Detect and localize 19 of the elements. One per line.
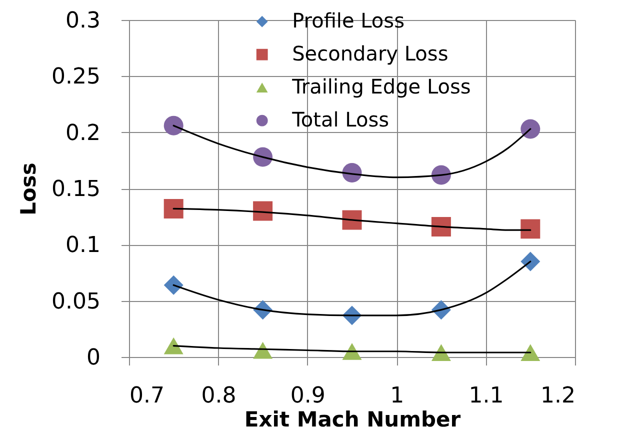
x-axis-title: Exit Mach Number (244, 408, 462, 432)
legend-label: Secondary Loss (292, 42, 448, 66)
legend-label: Total Loss (291, 108, 390, 132)
legend-label: Trailing Edge Loss (291, 74, 471, 99)
y-tick-label: 0.2 (66, 120, 100, 146)
x-tick-label: 1.1 (468, 384, 504, 408)
y-tick-label: 0 (86, 346, 100, 370)
x-tick-label: 0.7 (130, 384, 164, 408)
x-tick-label: 1 (390, 384, 404, 408)
y-tick-label: 0.05 (52, 289, 100, 314)
y-axis-title: Loss (16, 162, 41, 216)
x-tick-label: 0.9 (290, 384, 326, 408)
y-tick-label: 0.1 (66, 233, 100, 258)
legend-label: Profile Loss (292, 8, 405, 33)
y-tick-label: 0.15 (52, 177, 100, 202)
y-tick-label: 0.25 (52, 64, 100, 90)
y-tick-label: 0.3 (66, 8, 100, 34)
x-tick-label: 0.8 (201, 384, 236, 408)
x-tick-label: 1.2 (540, 384, 576, 408)
